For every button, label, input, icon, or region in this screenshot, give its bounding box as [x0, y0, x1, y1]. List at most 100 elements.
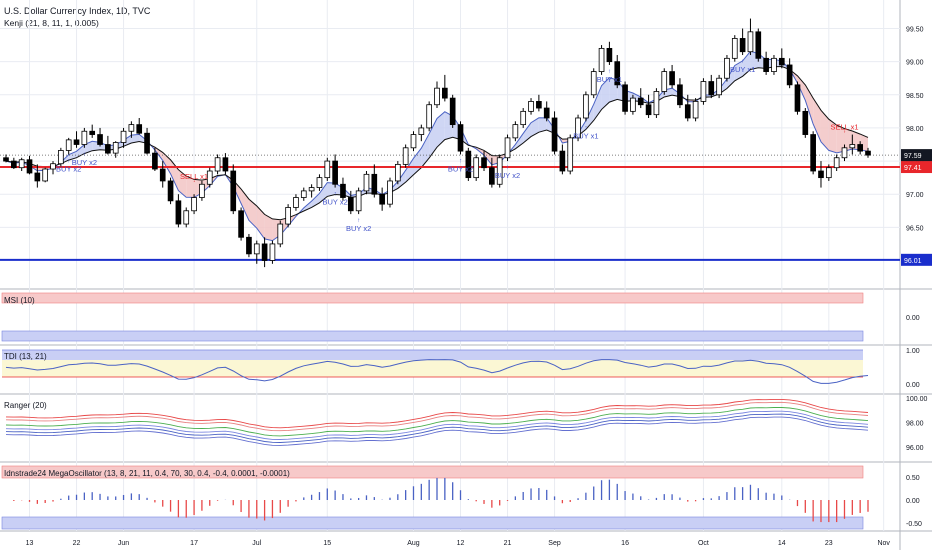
- tdi-tick-label: 0.00: [906, 382, 920, 389]
- candle: [536, 101, 542, 109]
- tdi-mid-band: [2, 360, 863, 377]
- price-tick-label: 99.50: [906, 27, 924, 34]
- candle: [692, 101, 699, 119]
- candle: [590, 71, 597, 96]
- tdi-upper-band: [2, 350, 863, 360]
- buy-signal-label: BUY x1: [597, 75, 622, 84]
- candle: [865, 150, 871, 156]
- candle: [724, 57, 730, 79]
- time-tick-label: 12: [457, 540, 465, 547]
- candle: [167, 180, 174, 202]
- osc-tick-label: 0.50: [906, 475, 920, 482]
- candle: [747, 31, 754, 53]
- candle: [598, 47, 605, 72]
- candle: [261, 243, 268, 261]
- candle: [340, 183, 346, 198]
- candle: [136, 124, 143, 134]
- signal-arrow: ↑: [459, 158, 462, 164]
- time-tick-label: 14: [778, 540, 786, 547]
- candle: [449, 97, 456, 126]
- candle: [442, 87, 448, 99]
- candle: [253, 243, 260, 255]
- candle: [58, 150, 64, 165]
- cloud-segment: [805, 84, 814, 124]
- candle: [371, 173, 378, 195]
- cloud-segment: [538, 117, 547, 133]
- candle: [700, 81, 707, 102]
- candle: [630, 97, 636, 112]
- cloud-segment: [437, 111, 445, 148]
- resistance-price-tag: [901, 161, 932, 174]
- buy-signal-label: BUY x1: [730, 65, 755, 74]
- ranger-tick-label: 100.00: [906, 396, 928, 403]
- candle: [763, 57, 769, 72]
- buy-signal-label: BUY x2: [346, 224, 371, 233]
- time-tick-label: 15: [323, 540, 331, 547]
- candle: [175, 200, 182, 225]
- time-tick-label: Oct: [698, 540, 709, 547]
- candle: [426, 104, 432, 129]
- cloud-segment: [828, 119, 837, 153]
- time-tick-label: Sep: [548, 540, 561, 547]
- support-price-label: 96.01: [904, 258, 922, 265]
- candle: [222, 157, 229, 172]
- msi-lower-band: [1, 330, 864, 342]
- signal-arrow: ↓: [193, 178, 196, 184]
- candle: [575, 117, 581, 139]
- candle: [833, 157, 840, 169]
- candle: [653, 91, 660, 116]
- candle: [418, 127, 425, 135]
- price-tick-label: 98.50: [906, 93, 924, 100]
- candle: [308, 187, 315, 192]
- resistance-price-label: 97.41: [904, 165, 922, 172]
- candle: [465, 150, 472, 179]
- candle: [34, 172, 41, 182]
- candle: [347, 197, 354, 212]
- candle: [355, 190, 362, 212]
- candle: [81, 130, 88, 145]
- candle: [543, 107, 550, 119]
- candle: [128, 124, 135, 132]
- candle: [481, 157, 487, 169]
- cloud-segment: [585, 104, 594, 130]
- candle: [504, 137, 511, 159]
- candle: [457, 124, 464, 152]
- candle: [300, 190, 307, 198]
- tdi-tick-label: 1.00: [906, 348, 920, 355]
- candle: [332, 160, 338, 185]
- candle: [739, 38, 746, 53]
- cloud-segment: [515, 133, 524, 149]
- osc-upper-band: [1, 465, 864, 479]
- candle: [857, 144, 863, 152]
- ranger-band-line: [5, 410, 869, 440]
- candle: [269, 243, 276, 261]
- candle: [810, 134, 816, 172]
- candle: [645, 104, 652, 116]
- candle: [3, 157, 9, 162]
- candle: [238, 210, 244, 238]
- price-axis: 99.5099.0098.5098.0097.5097.0096.501322J…: [26, 27, 932, 547]
- candle: [818, 170, 824, 179]
- candle: [778, 57, 785, 66]
- buy-signal-label: BUY x2: [495, 171, 520, 180]
- time-tick-label: 23: [825, 540, 833, 547]
- cloud-segment: [303, 201, 312, 212]
- candle: [496, 157, 503, 185]
- cloud-segment: [820, 110, 829, 151]
- candle: [277, 223, 284, 245]
- candle: [716, 77, 722, 96]
- candle: [50, 163, 56, 170]
- signal-arrow: ↑: [357, 218, 360, 224]
- candle: [606, 47, 613, 63]
- candle: [324, 160, 331, 179]
- cloud-segment: [429, 118, 437, 158]
- buy-signal-label: BUY x2: [322, 198, 347, 207]
- candle: [112, 142, 119, 154]
- signal-arrow: ↑: [608, 69, 611, 75]
- osc-tick-label: 0.00: [906, 498, 920, 505]
- msi-label: MSI (10): [4, 296, 35, 305]
- candle: [152, 152, 158, 170]
- time-tick-label: 13: [26, 540, 34, 547]
- candle: [394, 163, 401, 182]
